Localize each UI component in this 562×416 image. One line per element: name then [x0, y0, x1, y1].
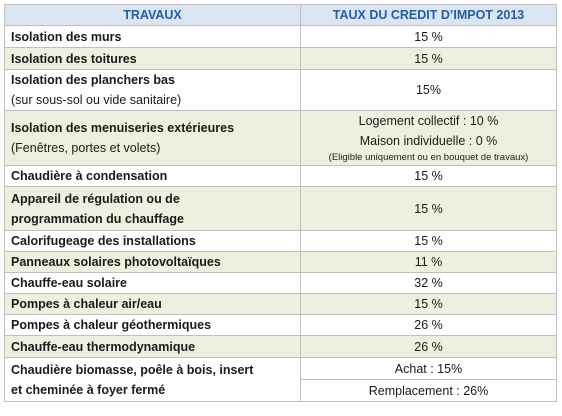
travaux-cell: Panneaux solaires photovoltaïques — [4, 251, 301, 273]
taux-text: Logement collectif : 10 % — [358, 114, 499, 128]
travaux-cell: Calorifugeage des installations — [4, 230, 301, 252]
taux-text: Achat : 15% — [394, 361, 463, 376]
travaux-text: (Fenêtres, portes et volets) — [11, 141, 161, 155]
travaux-text: Chauffe-eau solaire — [11, 276, 128, 290]
taux-text: 15% — [415, 83, 442, 97]
table-row: Remplacement : 26% — [5, 379, 557, 402]
table-row: Chauffe-eau solaire 32 % — [4, 272, 557, 294]
taux-cell: 11 % — [300, 251, 557, 273]
table-row: Calorifugeage des installations 15 % — [4, 230, 557, 252]
table-row: Isolation des toitures 15 % — [4, 47, 557, 70]
taux-text: Maison individuelle : 0 % — [359, 134, 498, 148]
travaux-cell: Pompes à chaleur air/eau — [4, 293, 301, 315]
travaux-text: (sur sous-sol ou vide sanitaire) — [11, 93, 182, 107]
table-row: Appareil de régulation ou de programmatio… — [4, 186, 557, 231]
taux-text: 26 % — [414, 339, 443, 354]
taux-cell: 26 % — [300, 335, 557, 358]
table-row: Isolation des planchers bas (sur sous-sol… — [4, 69, 557, 111]
travaux-text: Isolation des planchers bas — [11, 73, 175, 87]
taux-cell: Achat : 15% — [300, 357, 557, 380]
taux-cell: 15 % — [300, 165, 557, 187]
taux-text: 15 % — [414, 201, 443, 216]
travaux-cell: Isolation des murs — [4, 25, 301, 48]
table-row: Pompes à chaleur géothermiques 26 % — [4, 314, 557, 336]
taux-text: 15 % — [414, 297, 443, 311]
table-row: Pompes à chaleur air/eau 15 % — [4, 293, 557, 315]
travaux-cell: Isolation des planchers bas (sur sous-sol… — [4, 69, 301, 111]
travaux-cell: Isolation des menuiseries extérieures (Fe… — [4, 110, 301, 166]
table-row: Isolation des murs 15 % — [4, 25, 557, 48]
taux-text: 15 % — [414, 169, 443, 183]
taux-text: Remplacement : 26% — [368, 383, 489, 398]
travaux-text: Isolation des murs — [11, 29, 122, 44]
taux-cell: 15 % — [300, 25, 557, 48]
travaux-text: Chauffe-eau thermodynamique — [11, 339, 196, 354]
header-row: TRAVAUX TAUX DU CREDIT D’IMPOT 2013 — [4, 4, 557, 26]
travaux-cell: Appareil de régulation ou de programmatio… — [4, 186, 301, 231]
taux-cell: 15 % — [300, 230, 557, 252]
taux-text: (Eligible uniquement ou en bouquet de tr… — [328, 152, 529, 163]
travaux-text: Pompes à chaleur air/eau — [11, 297, 162, 311]
travaux-text: Isolation des toitures — [11, 51, 137, 66]
taux-text: 15 % — [414, 51, 443, 66]
taux-text: 26 % — [414, 318, 443, 332]
taux-text: 15 % — [414, 29, 443, 44]
travaux-text: programmation du chauffage — [11, 211, 184, 226]
taux-cell: 32 % — [300, 272, 557, 294]
taux-cell: Logement collectif : 10 % Maison individu… — [300, 110, 557, 166]
travaux-text: Panneaux solaires photovoltaïques — [11, 255, 221, 269]
taux-cell: 15% — [300, 69, 557, 111]
travaux-text: Pompes à chaleur géothermiques — [11, 318, 212, 332]
table-row: Panneaux solaires photovoltaïques 11 % — [4, 251, 557, 273]
travaux-cell: Pompes à chaleur géothermiques — [4, 314, 301, 336]
taux-text: 15 % — [414, 234, 443, 248]
taux-cell: Remplacement : 26% — [300, 379, 557, 402]
travaux-text: Chaudière à condensation — [11, 169, 168, 183]
travaux-text: Isolation des menuiseries extérieures — [11, 121, 235, 135]
travaux-cell: Chauffe-eau thermodynamique — [4, 335, 301, 358]
taux-cell: 15 % — [300, 293, 557, 315]
taux-cell: 15 % — [300, 47, 557, 70]
table-row: Chauffe-eau thermodynamique 26 % — [4, 335, 557, 358]
table-row: Chaudière à condensation 15 % — [4, 165, 557, 187]
table-row: Isolation des menuiseries extérieures (Fe… — [4, 110, 557, 166]
travaux-cell: Chauffe-eau solaire — [4, 272, 301, 294]
header-cell: TRAVAUX — [4, 4, 301, 26]
tax-credit-table: TRAVAUX TAUX DU CREDIT D’IMPOT 2013 Isol… — [4, 4, 557, 402]
header-cell: TAUX DU CREDIT D’IMPOT 2013 — [300, 4, 557, 26]
travaux-text: et cheminée à foyer fermé — [11, 382, 166, 397]
taux-cell: 15 % — [300, 186, 557, 231]
table-row: Chaudière biomasse, poêle à bois, insert… — [4, 357, 557, 402]
taux-cell: 26 % — [300, 314, 557, 336]
taux-text: 32 % — [414, 276, 443, 290]
travaux-cell: Isolation des toitures — [4, 47, 301, 70]
travaux-cell: Chaudière biomasse, poêle à bois, insert… — [4, 357, 301, 402]
travaux-text: Calorifugeage des installations — [11, 234, 196, 248]
travaux-text: Appareil de régulation ou de — [11, 191, 180, 206]
travaux-cell: Chaudière à condensation — [4, 165, 301, 187]
taux-text: 11 % — [414, 255, 443, 269]
travaux-text: Chaudière biomasse, poêle à bois, insert — [11, 362, 254, 377]
